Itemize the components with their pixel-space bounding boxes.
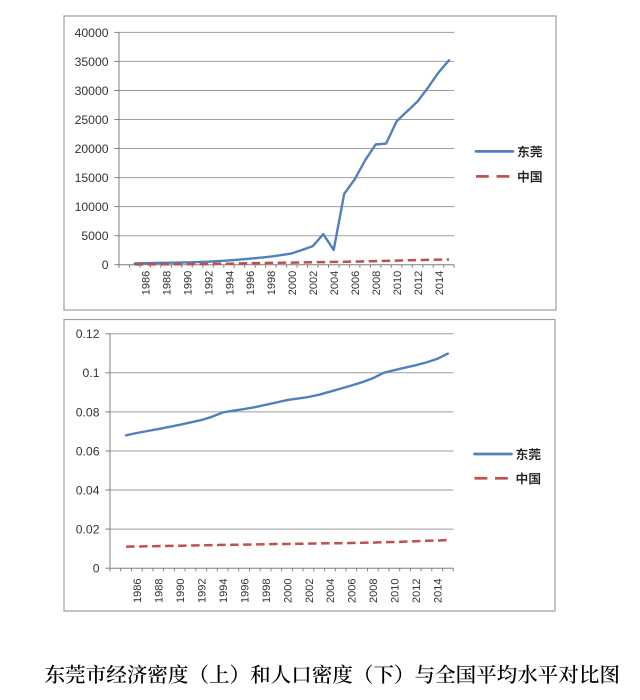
svg-text:40000: 40000 [75,26,109,40]
svg-text:0.08: 0.08 [76,405,100,419]
svg-text:2012: 2012 [413,271,425,295]
svg-text:1994: 1994 [224,271,236,295]
svg-text:0.04: 0.04 [76,483,100,497]
svg-text:1988: 1988 [154,579,166,603]
svg-text:1998: 1998 [266,271,278,295]
svg-text:2010: 2010 [390,579,402,603]
svg-text:2014: 2014 [434,271,446,295]
svg-text:30000: 30000 [75,84,109,98]
svg-text:1998: 1998 [261,579,273,603]
svg-text:2004: 2004 [329,271,341,295]
svg-text:2008: 2008 [371,271,383,295]
svg-text:2000: 2000 [282,579,294,603]
svg-text:1990: 1990 [175,579,187,603]
svg-text:0.02: 0.02 [76,523,100,537]
svg-text:5000: 5000 [81,229,108,243]
svg-text:2010: 2010 [392,271,404,295]
svg-text:2002: 2002 [308,271,320,295]
svg-text:1990: 1990 [182,271,194,295]
svg-text:10000: 10000 [75,200,109,214]
svg-text:2012: 2012 [411,579,423,603]
svg-text:1992: 1992 [197,579,209,603]
svg-text:2014: 2014 [433,579,445,603]
svg-text:2004: 2004 [325,579,337,603]
svg-text:20000: 20000 [75,142,109,156]
svg-text:1996: 1996 [245,271,257,295]
svg-text:2000: 2000 [287,271,299,295]
svg-text:0: 0 [102,258,109,272]
svg-text:2002: 2002 [304,579,316,603]
svg-text:0.12: 0.12 [76,327,100,341]
svg-text:2008: 2008 [368,579,380,603]
svg-text:1986: 1986 [141,271,153,295]
svg-text:2006: 2006 [350,271,362,295]
svg-text:15000: 15000 [75,171,109,185]
svg-text:1996: 1996 [239,579,251,603]
svg-text:0.06: 0.06 [76,444,100,458]
svg-text:1988: 1988 [161,271,173,295]
svg-text:1992: 1992 [203,271,215,295]
svg-text:0: 0 [93,562,100,576]
svg-text:0.1: 0.1 [83,366,100,380]
svg-text:1986: 1986 [132,579,144,603]
svg-text:1994: 1994 [218,579,230,603]
svg-text:2006: 2006 [347,579,359,603]
svg-text:25000: 25000 [75,113,109,127]
svg-text:35000: 35000 [75,55,109,69]
